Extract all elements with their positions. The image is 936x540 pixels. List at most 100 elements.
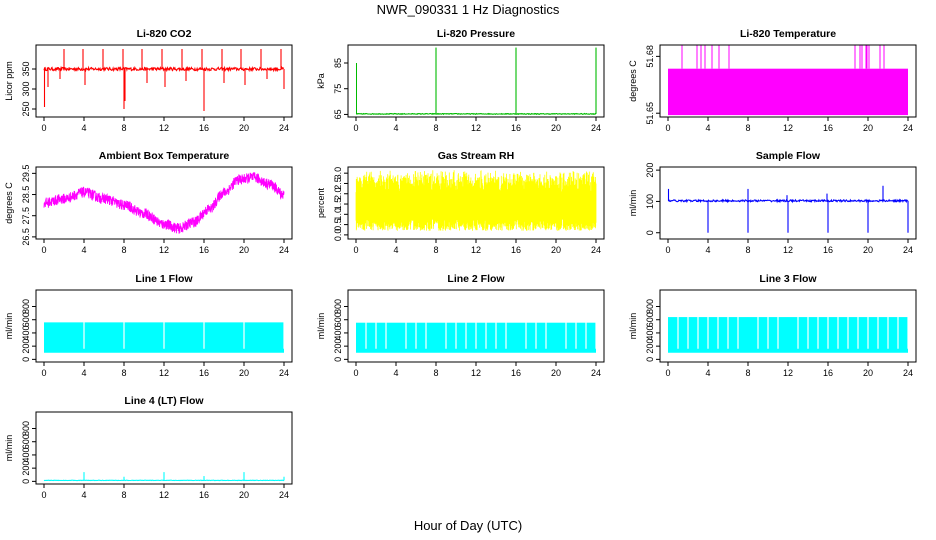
panel-6-ytick-label: 0	[645, 230, 655, 235]
panel-4-xtick-label: 8	[121, 245, 126, 255]
panel-4: Ambient Box Temperature degrees C 0 4 8 12 16 2…	[4, 150, 293, 255]
panel-9-data	[668, 316, 909, 353]
panel-5-xtick-label: 12	[471, 245, 481, 255]
panel-10-xtick-label: 12	[159, 490, 169, 500]
panel-9-xtick-label: 24	[903, 368, 913, 378]
panel-5-ytick-label: 0.5	[333, 218, 343, 231]
panel-4-ytick-label: 29.5	[21, 165, 31, 183]
panel-1-xtick-label: 8	[121, 123, 126, 133]
panel-7-xtick-label: 8	[121, 368, 126, 378]
panel-4-xtick-label: 0	[41, 245, 46, 255]
figure-title: NWR_090331 1 Hz Diagnostics	[376, 2, 560, 17]
panel-5-ylabel: percent	[316, 187, 326, 218]
panel-4-series	[43, 172, 285, 234]
panel-1-frame	[35, 44, 293, 118]
panel-4-xtick-label: 12	[159, 245, 169, 255]
panel-4-ytick-label: 28.5	[21, 186, 31, 204]
panel-9-xtick-label: 12	[783, 368, 793, 378]
panel-5-xtick-label: 24	[591, 245, 601, 255]
panel-10-xtick-label: 0	[41, 490, 46, 500]
panel-7-xtick-label: 16	[199, 368, 209, 378]
panel-1-xtick-label: 12	[159, 123, 169, 133]
panel-2: Li-820 Pressure kPa 0 4 8 12 16 20 24 65 75 85	[316, 28, 605, 133]
panel-5-xtick-label: 20	[551, 245, 561, 255]
panel-2-data	[355, 47, 597, 116]
panel-4-xtick-label: 4	[81, 245, 86, 255]
panel-10-xtick-label: 24	[279, 490, 289, 500]
panel-7: Line 1 Flow ml/min 0 4 8 12 16 20 24 0 20040060080…	[4, 273, 293, 378]
panel-5-title: Gas Stream RH	[438, 150, 514, 162]
panel-3: Li-820 Temperature degrees C 0 4 8 12 16 20 24 51…	[628, 28, 917, 133]
panel-2-frame	[347, 44, 605, 118]
panel-10-xtick-label: 16	[199, 490, 209, 500]
panel-5: Gas Stream RH percent 0 4 8 12 16 20 24 0.00.51.0…	[316, 150, 605, 255]
panel-3-xtick-label: 4	[705, 123, 710, 133]
panel-2-title: Li-820 Pressure	[437, 28, 515, 40]
panel-10-xtick-label: 8	[121, 490, 126, 500]
panel-7-ytick-label: 200	[21, 339, 31, 354]
panel-3-ylabel: degrees C	[628, 60, 638, 102]
panel-1-ytick-label: 250	[21, 101, 31, 116]
panel-2-series	[355, 112, 597, 116]
panel-1-data	[43, 49, 285, 111]
panel-1-xtick-label: 0	[41, 123, 46, 133]
panel-5-data	[355, 170, 597, 231]
panel-3-data	[668, 45, 908, 116]
panel-5-ytick-label: 2.0	[333, 187, 343, 200]
panel-5-ytick-label: 0.0	[333, 229, 343, 242]
panel-9-band	[668, 317, 908, 353]
panel-9-ytick-label: 200	[645, 339, 655, 354]
panel-2-xtick-label: 0	[353, 123, 358, 133]
panel-3-xtick-label: 16	[823, 123, 833, 133]
panel-6-xtick-label: 20	[863, 245, 873, 255]
panel-4-ylabel: degrees C	[4, 182, 14, 224]
panel-7-ylabel: ml/min	[4, 313, 14, 340]
panel-1-ylabel: Licor ppm	[4, 61, 14, 101]
panel-10-ytick-label: 600	[21, 434, 31, 449]
panel-6-xtick-label: 0	[665, 245, 670, 255]
panel-5-ytick-label: 2.5	[333, 177, 343, 190]
panel-5-ytick-label: 3.0	[333, 167, 343, 180]
panel-5-xtick-label: 16	[511, 245, 521, 255]
panel-7-xtick-label: 12	[159, 368, 169, 378]
panel-7-ytick-label: 800	[21, 299, 31, 314]
panel-4-ytick-label: 26.5	[21, 228, 31, 246]
panel-1-series	[43, 65, 285, 73]
panel-2-xtick-label: 4	[393, 123, 398, 133]
panel-8: Line 2 Flow ml/min 0 4 8 12 16 20 24 0 20040060080…	[316, 273, 605, 378]
panel-8-ytick-label: 200	[333, 339, 343, 354]
panel-3-ytick-label: 51.68	[645, 45, 655, 68]
panel-6-xtick-label: 12	[783, 245, 793, 255]
panel-7-xtick-label: 0	[41, 368, 46, 378]
panel-10-xtick-label: 20	[239, 490, 249, 500]
panel-6-ylabel: ml/min	[628, 190, 638, 217]
panel-7-xtick-label: 4	[81, 368, 86, 378]
panel-2-xtick-label: 16	[511, 123, 521, 133]
panel-1-xtick-label: 24	[279, 123, 289, 133]
panel-6-data	[667, 185, 909, 233]
panel-9: Line 3 Flow ml/min 0 4 8 12 16 20 24 0 20040060080…	[628, 273, 917, 378]
panel-8-xtick-label: 24	[591, 368, 601, 378]
panel-9-xtick-label: 4	[705, 368, 710, 378]
panel-2-ytick-label: 75	[333, 84, 343, 94]
panel-6-xtick-label: 16	[823, 245, 833, 255]
panel-4-xtick-label: 24	[279, 245, 289, 255]
panel-7-ytick-label: 600	[21, 312, 31, 327]
panel-10-ytick-label: 0	[21, 479, 31, 484]
panel-8-xtick-label: 8	[433, 368, 438, 378]
panel-8-xtick-label: 12	[471, 368, 481, 378]
panel-6-ytick-label: 200	[645, 163, 655, 178]
panel-9-ylabel: ml/min	[628, 313, 638, 340]
panel-7-xtick-label: 20	[239, 368, 249, 378]
panel-9-ytick-label: 400	[645, 325, 655, 340]
panel-8-ylabel: ml/min	[316, 313, 326, 340]
panel-9-xtick-label: 0	[665, 368, 670, 378]
panel-1-ytick-label: 350	[21, 61, 31, 76]
panel-6-title: Sample Flow	[756, 150, 821, 162]
panel-2-ylabel: kPa	[316, 73, 326, 89]
panel-4-data	[43, 172, 285, 234]
panel-8-title: Line 2 Flow	[447, 273, 505, 285]
panel-6-xtick-label: 4	[705, 245, 710, 255]
panel-10-ytick-label: 400	[21, 447, 31, 462]
